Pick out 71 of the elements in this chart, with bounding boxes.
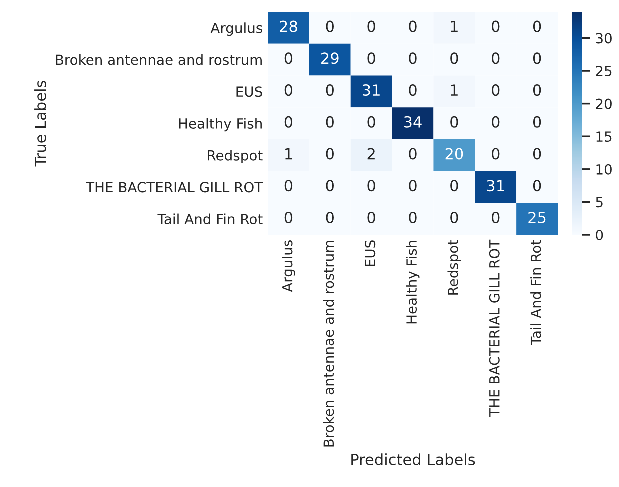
data-label: 0 — [409, 52, 417, 64]
data-label: 0 — [284, 180, 293, 192]
data-label: 0 — [326, 116, 334, 128]
color-bar-label: 0 — [596, 230, 604, 240]
y-tick-label: Broken antennae and rostrum — [56, 54, 262, 66]
data-label: 0 — [326, 84, 334, 96]
y-tick-label: Tail And Fin Rot — [158, 214, 263, 225]
data-label: 0 — [533, 180, 542, 192]
data-label: 0 — [492, 20, 500, 32]
y-tick-label: EUS — [236, 86, 262, 98]
data-label: 0 — [409, 212, 417, 224]
data-label: 1 — [451, 21, 458, 32]
color-bar-label: 20 — [596, 98, 612, 110]
data-label: 0 — [450, 212, 458, 224]
data-label: 0 — [326, 212, 334, 224]
data-label: 0 — [409, 84, 417, 96]
y-tick-label: Healthy Fish — [179, 118, 262, 132]
data-label: 0 — [492, 116, 500, 128]
data-label: 0 — [368, 20, 376, 32]
data-label: 0 — [492, 148, 500, 160]
data-label: 0 — [409, 180, 417, 192]
x-tick-label: Healthy Fish — [406, 241, 420, 324]
y-tick-label: Redspot — [208, 150, 263, 164]
color-bar-label: 10 — [596, 164, 612, 175]
x-tick-label: Argulus — [282, 240, 296, 292]
data-label: 0 — [284, 116, 293, 128]
data-label: 25 — [528, 212, 546, 224]
data-label: 0 — [326, 180, 334, 192]
color-bar-label: 30 — [596, 33, 612, 44]
data-label: 0 — [450, 116, 458, 128]
data-label: 31 — [363, 84, 380, 96]
data-label: 31 — [487, 180, 504, 192]
data-label: 0 — [368, 212, 376, 224]
data-label: 0 — [450, 52, 458, 64]
data-label: 0 — [492, 212, 500, 224]
data-label: 0 — [284, 52, 293, 64]
data-label: 34 — [404, 116, 422, 128]
data-label: 0 — [533, 84, 542, 96]
x-tick-label: Tail And Fin Rot — [530, 240, 542, 346]
x-tick-label: Redspot — [448, 240, 462, 295]
data-label: 29 — [322, 52, 339, 64]
data-label: 1 — [286, 148, 292, 160]
data-label: 1 — [451, 84, 458, 96]
y-axis-title: True Labels — [34, 81, 46, 167]
color-bar-label: 25 — [596, 66, 612, 77]
data-label: 0 — [533, 116, 542, 128]
y-tick-label: THE BACTERIAL GILL ROT — [86, 182, 264, 193]
color-bar-label: 5 — [596, 197, 603, 208]
data-label: 0 — [533, 148, 542, 160]
data-label: 28 — [280, 20, 298, 32]
data-label: 0 — [326, 20, 334, 32]
color-bar-label: 15 — [596, 132, 612, 142]
data-label: 0 — [450, 180, 458, 192]
data-label: 0 — [409, 20, 417, 32]
data-label: 0 — [409, 148, 417, 160]
data-label: 0 — [492, 52, 500, 64]
data-label: 0 — [326, 148, 334, 160]
data-label: 0 — [284, 84, 293, 96]
x-axis-title: Predicted Labels — [352, 454, 476, 466]
data-label: 0 — [368, 116, 376, 128]
data-label: 0 — [368, 52, 376, 64]
data-label: 20 — [446, 148, 464, 160]
data-label: 0 — [368, 180, 376, 192]
x-tick-label: EUS — [365, 240, 376, 266]
data-label: 0 — [533, 52, 542, 64]
data-label: 0 — [284, 212, 293, 224]
data-label: 0 — [533, 20, 542, 32]
y-tick-label: Argulus — [210, 22, 262, 36]
data-label: 0 — [492, 84, 500, 96]
x-tick-label: THE BACTERIAL GILL ROT — [489, 240, 500, 417]
data-label: 2 — [368, 148, 375, 160]
